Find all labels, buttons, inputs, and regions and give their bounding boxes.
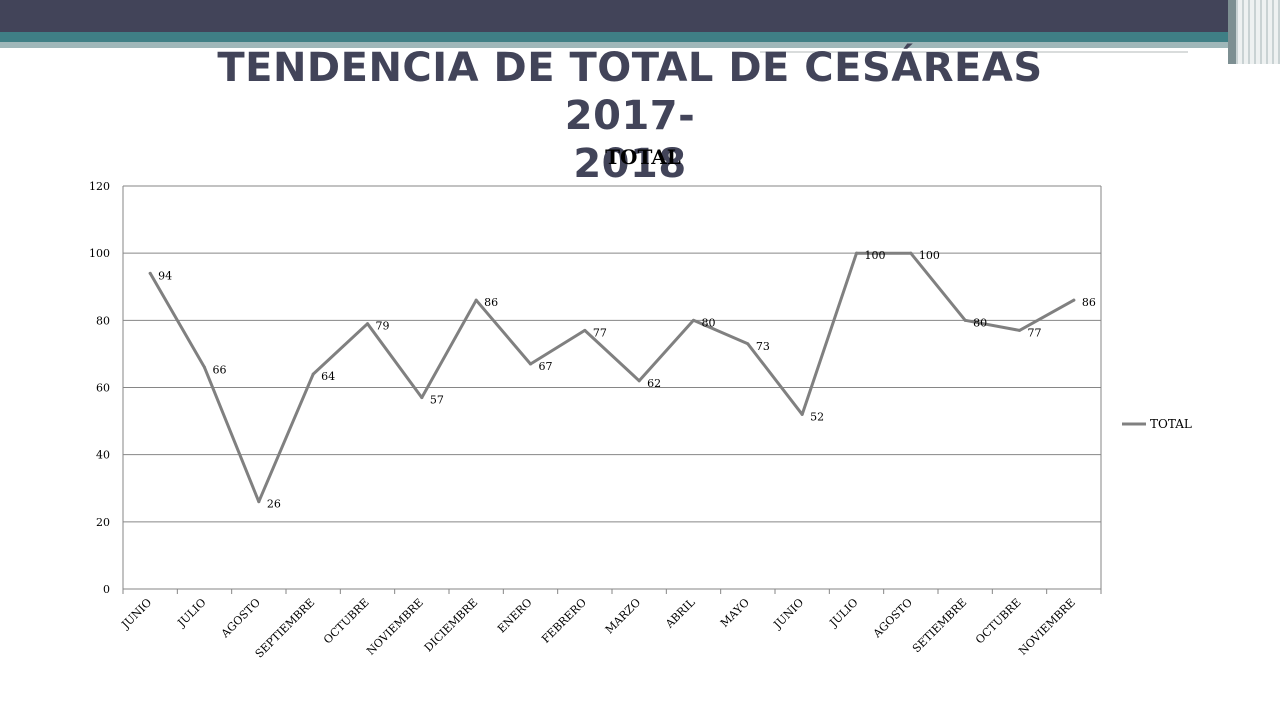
x-tick-label: MAYO	[718, 596, 752, 630]
header-corner-stripes	[1236, 0, 1280, 64]
y-tick-label: 100	[89, 247, 110, 260]
data-label: 52	[810, 410, 824, 423]
slide-title-line-2: 2018	[573, 141, 687, 187]
data-point	[637, 379, 641, 383]
data-label: 100	[919, 249, 940, 262]
data-point	[474, 298, 478, 302]
data-point	[529, 362, 532, 366]
y-tick-label: 60	[96, 382, 110, 395]
header-bar	[0, 0, 1280, 32]
x-tick-label: FEBRERO	[539, 596, 589, 646]
data-label: 86	[484, 296, 498, 309]
data-label: 94	[158, 269, 172, 282]
data-label: 100	[865, 249, 886, 262]
x-tick-label: DICIEMBRE	[422, 596, 480, 654]
data-label: 86	[1082, 296, 1096, 309]
y-tick-label: 0	[103, 583, 110, 596]
x-tick-label: ABRIL	[662, 595, 698, 631]
x-tick-label: SETIEMBRE	[910, 596, 969, 655]
x-tick-label: NOVIEMBRE	[364, 596, 426, 658]
data-label: 80	[973, 316, 987, 329]
slide-title-line-1: TENDENCIA DE TOTAL DE CESÁREAS 2017-	[217, 45, 1043, 139]
data-label: 26	[267, 498, 281, 511]
data-point	[855, 251, 858, 255]
data-label: 77	[1028, 326, 1042, 339]
x-tick-label: ENERO	[495, 596, 535, 636]
data-point	[746, 342, 750, 346]
data-point	[800, 412, 804, 416]
series-line-total	[148, 251, 1076, 504]
data-point	[366, 322, 369, 326]
data-label: 66	[213, 363, 227, 376]
x-tick-label: JULIO	[826, 596, 860, 630]
x-tick-label: NOVIEMBRE	[1016, 596, 1078, 658]
y-tick-label: 20	[96, 516, 110, 529]
data-point	[692, 318, 695, 322]
y-tick-label: 80	[96, 314, 110, 327]
slide-title: TENDENCIA DE TOTAL DE CESÁREAS 2017- 201…	[190, 44, 1070, 188]
data-point	[1018, 328, 1021, 332]
data-point	[257, 500, 261, 504]
y-tick-label: 120	[89, 180, 110, 193]
x-tick-label: AGOSTO	[870, 596, 915, 641]
chart-title: TOTAL	[605, 145, 681, 169]
x-tick-label: OCTUBRE	[321, 596, 372, 647]
data-label: 64	[321, 370, 335, 383]
data-point	[311, 372, 315, 376]
header-divider	[760, 51, 1188, 53]
legend-label-total: TOTAL	[1150, 417, 1192, 431]
data-label: 67	[539, 360, 553, 373]
data-label: 57	[430, 394, 444, 407]
x-tick-label: JULIO	[174, 596, 208, 630]
header-corner-accent	[1228, 0, 1236, 64]
data-point	[1072, 298, 1076, 302]
header-accent-band-light	[0, 42, 1280, 48]
header-accent-band	[0, 32, 1280, 42]
data-label: 79	[376, 320, 390, 333]
x-tick-label: JUNIO	[770, 596, 806, 632]
data-point	[203, 365, 206, 369]
x-tick-label: OCTUBRE	[973, 596, 1024, 647]
data-point	[963, 318, 967, 322]
data-point	[583, 328, 587, 332]
x-tick-label: AGOSTO	[218, 596, 263, 641]
y-tick-label: 40	[96, 449, 110, 462]
x-tick-label: JUNIO	[118, 596, 154, 632]
data-point	[148, 271, 152, 275]
x-tick-label: MARZO	[603, 596, 643, 636]
data-point	[420, 396, 424, 400]
data-label: 80	[702, 316, 716, 329]
data-label: 73	[756, 340, 770, 353]
data-label: 77	[593, 326, 607, 339]
data-point	[909, 251, 913, 255]
data-label: 62	[647, 377, 661, 390]
